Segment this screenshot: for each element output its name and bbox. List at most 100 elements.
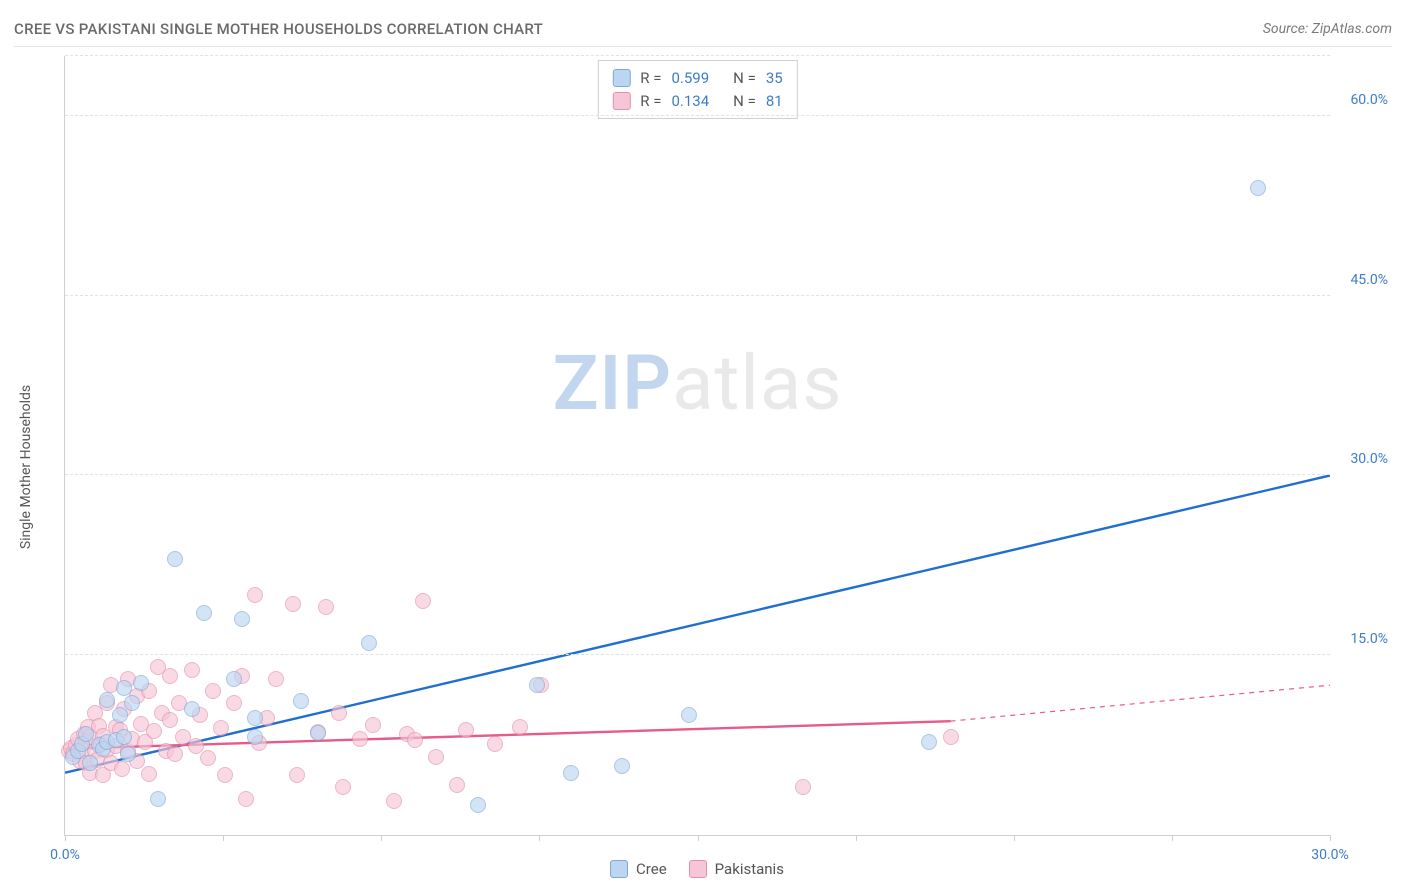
cree-point [614,758,630,774]
x-tick [539,835,540,841]
legend-swatch [612,92,630,110]
y-tick-label: 30.0% [1336,451,1388,467]
pak-point [114,761,130,777]
series-legend-label: Cree [636,860,667,878]
legend-n-label: N = [733,67,756,90]
pak-point [407,732,423,748]
cree-point [470,797,486,813]
series-legend-item: Cree [610,860,667,878]
pak-point [167,746,183,762]
cree-point [133,675,149,691]
legend-row: R = 0.134 N = 81 [612,90,782,113]
pak-point [943,729,959,745]
x-tick [1172,835,1173,841]
cree-point [293,693,309,709]
cree-point [124,695,140,711]
bottom-legend: Cree Pakistanis [64,860,1330,878]
pak-point [428,749,444,765]
cree-point [196,605,212,621]
pak-point [795,779,811,795]
pak-point [487,736,503,752]
cree-point [921,734,937,750]
cree-point [361,635,377,651]
x-tick [381,835,382,841]
pak-point [205,683,221,699]
pak-point [162,712,178,728]
pak-point [449,777,465,793]
cree-point [247,710,263,726]
legend-r-label: R = [640,67,661,90]
pak-point [386,793,402,809]
pak-point [188,738,204,754]
legend-box: R = 0.599 N = 35 R = 0.134 N = 81 [597,60,797,119]
plot-area: ZIPatlas R =0.599N =35R =0.134N =81 15.0… [64,56,1330,836]
cree-point [234,611,250,627]
legend-r-value: 0.134 [671,90,709,113]
legend-r-label: R = [640,90,661,113]
gridline [65,474,1330,475]
legend-row: R = 0.599 N = 35 [612,67,782,90]
cree-point [167,551,183,567]
chart-container: Single Mother Households ZIPatlas R = 0.5… [14,56,1392,878]
series-legend-label: Pakistanis [715,860,784,878]
pak-point [331,705,347,721]
pak-point [200,750,216,766]
y-axis-label: Single Mother Households [18,385,34,549]
pak-point [458,722,474,738]
pak-point [146,723,162,739]
cree-point [99,692,115,708]
gridline [65,295,1330,296]
pak-point [415,593,431,609]
series-legend-item: Pakistanis [689,860,784,878]
pak-point [268,671,284,687]
y-tick-label: 45.0% [1336,272,1388,288]
pak-point [226,695,242,711]
pak-point [247,587,263,603]
gridline [65,115,1330,116]
gridline [65,654,1330,655]
x-tick [65,835,66,841]
legend-swatch [689,860,707,878]
pak-point [352,731,368,747]
x-tick [1330,835,1331,841]
cree-point [82,755,98,771]
legend-swatch [612,69,630,87]
cree-point [310,725,326,741]
gridline [65,55,1330,56]
cree-point [563,765,579,781]
x-tick [1014,835,1015,841]
source-label: Source: ZipAtlas.com [1263,21,1392,37]
y-tick-label: 60.0% [1336,92,1388,108]
cree-point [1250,180,1266,196]
pak-point [318,599,334,615]
pak-point [285,596,301,612]
pak-point [289,767,305,783]
pak-point [335,779,351,795]
legend-n-value: 35 [766,67,783,90]
cree-point [150,791,166,807]
pak-point [213,720,229,736]
cree-point [529,677,545,693]
y-tick-label: 15.0% [1336,631,1388,647]
cree-point [247,729,263,745]
cree-point [120,746,136,762]
cree-point [112,707,128,723]
legend-n-value: 81 [766,90,783,113]
legend-r-value: 0.599 [671,67,709,90]
cree-point [116,680,132,696]
cree-point [184,701,200,717]
pak-point [184,662,200,678]
cree-point [681,707,697,723]
pak-point [365,717,381,733]
pak-point [217,767,233,783]
pak-point [141,766,157,782]
cree-point [116,729,132,745]
watermark: ZIPatlas [553,338,843,428]
x-tick [698,835,699,841]
legend-n-label: N = [733,90,756,113]
pak-point [512,719,528,735]
chart-title: CREE VS PAKISTANI SINGLE MOTHER HOUSEHOL… [14,20,543,38]
cree-point [226,671,242,687]
pak-point [162,668,178,684]
pak-point [238,791,254,807]
